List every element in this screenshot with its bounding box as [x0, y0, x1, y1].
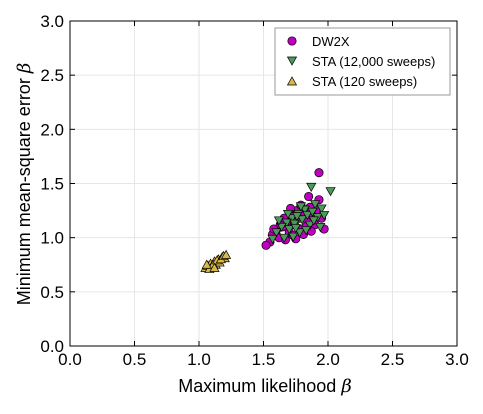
point-sta-12-000-sweeps: [267, 234, 278, 244]
x-tick-label: 0.5: [123, 350, 147, 369]
point-sta-12-000-sweeps: [310, 200, 321, 210]
x-tick-label: 2.5: [381, 350, 405, 369]
point-dw2x: [304, 191, 314, 202]
x-tick-label: 0.0: [58, 350, 82, 369]
point-sta-12-000-sweeps: [291, 212, 303, 222]
point-dw2x: [261, 240, 271, 250]
point-sta-12-000-sweeps: [316, 204, 327, 214]
point-sta-12-000-sweeps: [282, 209, 294, 220]
point-sta-12-000-sweeps: [325, 187, 336, 197]
point-sta-12-000-sweeps: [279, 233, 290, 243]
axis-ticks: 0.0 0.5 1.0 1.5 2.0 2.5 3.0 0.0 0.5 1.0 1.5 2.0 2.5 3…: [40, 12, 468, 369]
point-sta-12-000-sweeps: [288, 232, 299, 242]
point-sta-12-000-sweeps: [271, 228, 282, 238]
y-tick-label: 1.0: [40, 229, 64, 248]
legend-marker-dw2x: [287, 36, 297, 46]
y-tick-label: 0.0: [40, 337, 64, 356]
y-tick-label: 2.0: [40, 120, 64, 139]
point-sta-120-sweeps: [209, 262, 220, 272]
legend-entry-dw2x: DW2X: [287, 34, 350, 49]
x-axis-label: Maximum likelihood β: [178, 376, 351, 397]
point-sta-12-000-sweeps: [315, 222, 326, 233]
point-sta-12-000-sweeps: [300, 226, 312, 236]
point-sta-120-sweeps: [201, 259, 212, 269]
point-sta-12-000-sweeps: [319, 211, 330, 221]
y-tick-label: 1.5: [40, 175, 64, 194]
point-sta-12-000-sweeps: [295, 202, 307, 212]
y-tick-label: 0.5: [40, 283, 64, 302]
y-tick-label: 2.5: [40, 66, 64, 85]
point-sta-12-000-sweeps: [297, 215, 308, 225]
point-sta-12-000-sweeps: [302, 211, 313, 221]
legend-label-dw2x: DW2X: [312, 34, 350, 49]
legend-entry-sta-12000: STA (12,000 sweeps): [286, 54, 435, 69]
data-points: [200, 168, 336, 273]
point-sta-12-000-sweeps: [304, 220, 316, 230]
legend-entry-sta-120: STA (120 sweeps): [286, 74, 417, 89]
x-tick-label: 1.5: [252, 350, 276, 369]
x-tick-label: 3.0: [445, 350, 469, 369]
y-axis-label: Minimum mean-square error β: [14, 63, 35, 306]
legend-marker-sta-12000: [286, 56, 298, 66]
point-sta-12-000-sweeps: [276, 222, 287, 233]
point-sta-12-000-sweeps: [273, 216, 285, 226]
point-sta-12-000-sweeps: [306, 182, 317, 192]
legend-label-sta-12000: STA (12,000 sweeps): [312, 54, 435, 69]
point-sta-12-000-sweeps: [308, 216, 319, 226]
x-tick-label: 2.0: [316, 350, 340, 369]
x-tick-label: 1.0: [187, 350, 211, 369]
legend: DW2X STA (12,000 sweeps) STA (120 sweeps…: [274, 27, 451, 96]
point-sta-120-sweeps: [220, 249, 232, 259]
y-tick-label: 3.0: [40, 12, 64, 31]
point-sta-12-000-sweeps: [290, 224, 301, 234]
legend-box: [274, 27, 451, 96]
legend-marker-sta-120: [286, 76, 298, 86]
point-sta-12-000-sweeps: [284, 225, 295, 235]
legend-label-sta-120: STA (120 sweeps): [312, 74, 417, 89]
point-dw2x: [314, 168, 324, 178]
point-sta-12-000-sweeps: [307, 207, 318, 217]
